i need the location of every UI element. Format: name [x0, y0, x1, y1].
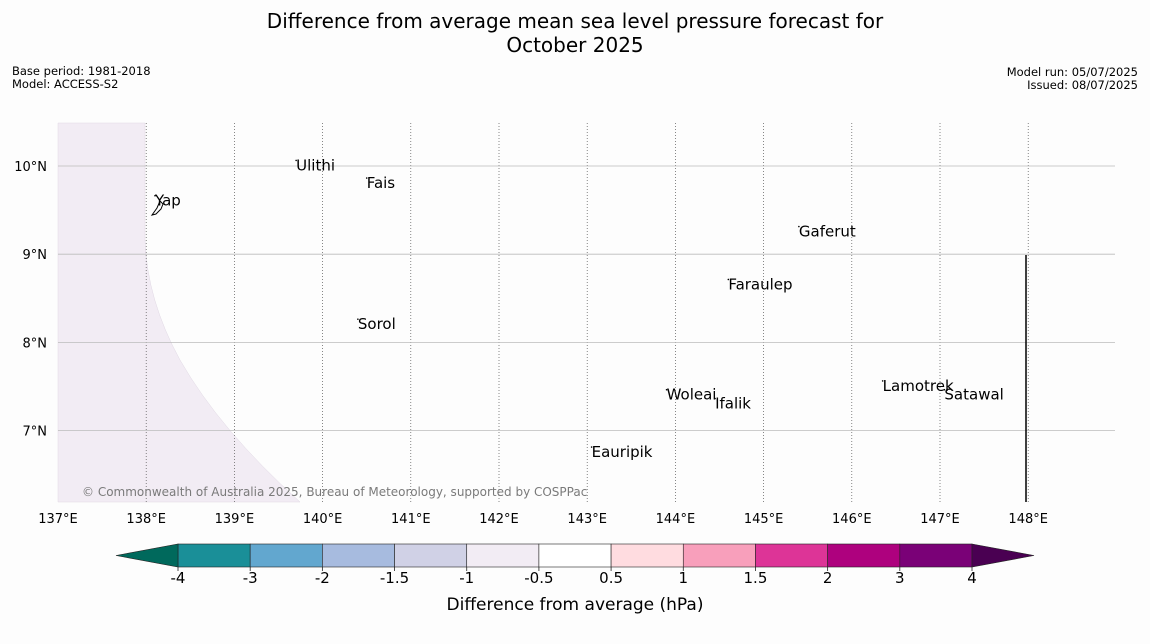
colorbar: -4 -3 -2 -1.5 -1 -0.5 0.5 1 1.5 2 3 4 Difference fr…: [115, 543, 1035, 615]
lon-tick-label: 141°E: [391, 512, 431, 527]
ulithi-label: Ulithi: [296, 156, 335, 174]
issued-text: Issued: 08/07/2025: [1027, 78, 1138, 92]
model-text: Model: ACCESS-S2: [12, 77, 119, 91]
latitude-tick-labels: 10°N 9°N 8°N 7°N: [14, 160, 47, 440]
colorbar-tick-labels: -4 -3 -2 -1.5 -1 -0.5 0.5 1 1.5 2 3 4: [171, 567, 977, 587]
lat-tick-label: 9°N: [23, 248, 48, 263]
woleai-marker: [665, 388, 668, 391]
gaferut-marker: [798, 225, 800, 228]
colorbar-tick-label: -1.5: [380, 569, 409, 587]
satawal-marker: [943, 388, 946, 391]
colorbar-segment: [177, 543, 251, 568]
lat-tick-label: 10°N: [14, 160, 47, 175]
lamotrek-marker: [881, 380, 884, 382]
map-gridlines: [58, 123, 1115, 502]
eauripik-marker: [590, 446, 593, 448]
copyright-text: © Commonwealth of Australia 2025, Bureau…: [82, 485, 587, 499]
lat-tick-label: 7°N: [23, 425, 48, 440]
colorbar-segment: [899, 543, 973, 568]
colorbar-tick-label: 2: [823, 569, 833, 587]
colorbar-tick-label: -2: [315, 569, 330, 587]
colorbar-tick-label: 1.5: [744, 569, 768, 587]
lon-tick-label: 145°E: [744, 512, 784, 527]
lamotrek-label: Lamotrek: [883, 377, 954, 395]
map-panel: 137°E 138°E 139°E 140°E 141°E 142°E 143°E 144°E…: [14, 122, 1115, 527]
colorbar-tick-label: -4: [171, 569, 186, 587]
meta-right: Model run: 05/07/2025 Issued: 08/07/2025: [1007, 66, 1138, 92]
chart-title: Difference from average mean sea level p…: [0, 9, 1150, 57]
colorbar-segment: [827, 543, 901, 568]
chart-title-line2: October 2025: [506, 33, 644, 57]
model-run-text: Model run: 05/07/2025: [1006, 65, 1138, 79]
colorbar-tick-label: 0.5: [599, 569, 623, 587]
faraulep-label: Faraulep: [728, 275, 792, 293]
colorbar-tick-label: 4: [967, 569, 977, 587]
colorbar-segment: [538, 543, 612, 568]
ulithi-marker: [295, 159, 297, 162]
colorbar-segment: [394, 543, 468, 568]
woleai-label: Woleai: [667, 386, 717, 404]
lon-tick-label: 139°E: [215, 512, 255, 527]
pressure-anomaly-shading: [57, 122, 301, 503]
ifalik-label: Ifalik: [715, 395, 751, 413]
place-labels: Yap Ulithi Fais Gaferut Faraulep Sorol WoleaiI…: [154, 156, 1004, 461]
eauripik-label: Eauripik: [592, 443, 653, 461]
colorbar-under-arrow: [115, 543, 179, 568]
lon-tick-label: 143°E: [567, 512, 607, 527]
fais-marker: [365, 177, 368, 179]
yap-label: Yap: [154, 192, 181, 210]
colorbar-tick-label: -3: [243, 569, 258, 587]
lat-tick-label: 8°N: [23, 336, 48, 351]
yap-marker: [154, 194, 156, 197]
colorbar-tick-label: 3: [895, 569, 905, 587]
colorbar-segment: [610, 543, 684, 568]
colorbar-tick-label: 1: [678, 569, 688, 587]
lon-tick-label: 140°E: [303, 512, 343, 527]
colorbar-tick-label: -0.5: [524, 569, 553, 587]
meta-left: Base period: 1981-2018 Model: ACCESS-S2: [12, 65, 151, 91]
colorbar-segment: [322, 543, 395, 568]
satawal-label: Satawal: [944, 386, 1003, 404]
lon-tick-label: 144°E: [656, 512, 696, 527]
sorol-marker: [357, 318, 359, 320]
ifalik-marker: [714, 397, 716, 400]
colorbar-segment: [466, 543, 540, 568]
colorbar-segment: [249, 543, 323, 568]
lon-tick-label: 146°E: [832, 512, 872, 527]
colorbar-segments: [177, 543, 973, 568]
colorbar-segment: [682, 543, 756, 568]
colorbar-label: Difference from average (hPa): [447, 595, 704, 615]
base-period-text: Base period: 1981-2018: [12, 64, 151, 78]
gaferut-label: Gaferut: [799, 223, 856, 241]
yap-island-shape: [150, 200, 164, 216]
lon-tick-label: 138°E: [126, 512, 166, 527]
fais-label: Fais: [367, 174, 396, 192]
lon-tick-label: 147°E: [920, 512, 960, 527]
longitude-tick-labels: 137°E 138°E 139°E 140°E 141°E 142°E 143°E 144°E…: [38, 512, 1048, 527]
colorbar-segment: [755, 543, 828, 568]
lon-tick-label: 142°E: [479, 512, 519, 527]
sorol-label: Sorol: [358, 315, 396, 333]
lon-tick-label: 148°E: [1008, 512, 1048, 527]
chart-title-line1: Difference from average mean sea level p…: [266, 9, 884, 33]
lon-tick-label: 137°E: [38, 512, 78, 527]
colorbar-tick-label: -1: [459, 569, 474, 587]
colorbar-over-arrow: [971, 543, 1035, 568]
faraulep-marker: [727, 278, 730, 281]
